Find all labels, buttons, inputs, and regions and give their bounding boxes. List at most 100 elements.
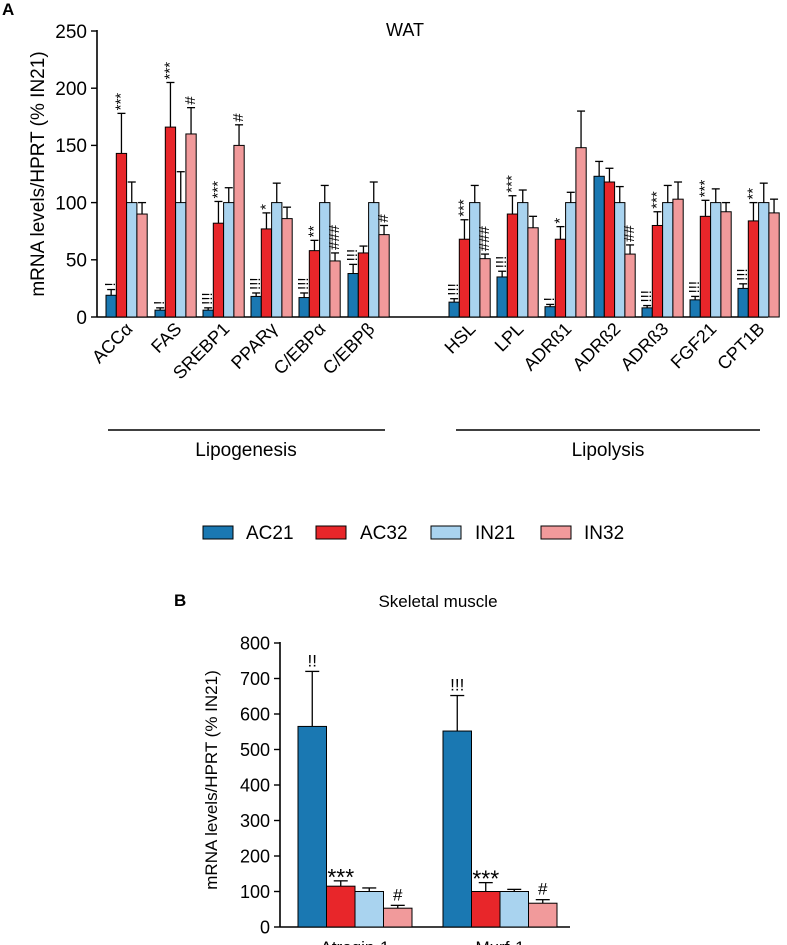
- panel-a-significance-fas-ac21: !: [151, 301, 168, 305]
- panel-b-significance-murf-1-ac32: ***: [472, 866, 499, 892]
- panel-a-significance-c-ebp-ac21: !!!: [295, 277, 312, 290]
- panel-a-bar-fgf21-in21: [710, 202, 722, 318]
- panel-a-significance-fas-in32: #: [182, 96, 199, 105]
- panel-a-significance-srebp1-ac21: !!!: [199, 292, 216, 305]
- panel-a-category-label: CPT1B: [713, 319, 768, 374]
- legend-swatch-ac21: [202, 525, 234, 540]
- panel-a-significance-acc-ac21: !: [102, 282, 119, 286]
- panel-a-bar-lpl-ac32: [506, 213, 519, 318]
- panel-a-ytick-label: 0: [76, 308, 87, 329]
- panel-b-bar-murf-1-ac21: [442, 730, 472, 928]
- panel-a-significance-adr-1-ac21: !: [541, 297, 558, 301]
- panel-a-significance-adr-2-in32: ##: [621, 225, 638, 242]
- panel-a-bar-cpt1b-in32: [768, 212, 780, 318]
- panel-a-significance-srebp1-in32: #: [230, 113, 247, 122]
- panel-a-bar-acc-in21: [126, 202, 138, 318]
- legend-swatch-in32: [540, 525, 572, 540]
- panel-a-bar-fas-in21: [175, 202, 187, 318]
- panel-b-title: Skeletal muscle: [378, 592, 497, 611]
- panel-a-bar-adr-2-in32: [624, 253, 636, 318]
- panel-a-category-label: ACCα: [88, 319, 136, 367]
- panel-a-ytick-label: 100: [55, 193, 87, 214]
- panel-b-significance-atrogin-1-ac32: ***: [327, 864, 354, 890]
- panel-a-ytick-label: 250: [55, 22, 87, 43]
- panel-a-category-label: HSL: [441, 319, 480, 358]
- panel-b-plot: 0 100 200 300 400 500 600 700 800!! *** # Atrogin-1…: [240, 633, 570, 945]
- panel-a-significance-adr-1-ac32: *: [551, 218, 568, 224]
- panel-a-bar-ppar-ac32: [260, 228, 273, 318]
- legend-swatch-in21: [430, 525, 462, 540]
- panel-b-ytick-label: 200: [240, 846, 270, 866]
- panel-a-bar-adr-3-ac21: [641, 307, 653, 318]
- panel-b-bar-atrogin-1-in21: [354, 891, 384, 928]
- panel-b-letter: B: [174, 591, 186, 610]
- lipolysis-label: Lipolysis: [572, 440, 645, 461]
- panel-a-bar-adr-3-ac32: [651, 224, 664, 318]
- panel-a-bar-adr-2-in21: [614, 202, 626, 318]
- panel-a-significance-lpl-ac21: !!!: [493, 256, 510, 269]
- panel-a-category-label: ADRß3: [617, 319, 673, 375]
- panel-a-significance-hsl-ac32: ***: [455, 199, 472, 217]
- panel-a-ylabel: mRNA levels/HPRT (% IN21): [28, 51, 49, 296]
- panel-a-bar-srebp1-ac32: [212, 222, 225, 318]
- panel-b-bar-atrogin-1-ac21: [297, 725, 327, 928]
- panel-b-ytick-label: 100: [240, 882, 270, 902]
- panel-a-bar-c-ebp-ac21: [347, 273, 359, 318]
- panel-b-ytick-label: 400: [240, 775, 270, 795]
- panel-a-category-label: ADRß2: [569, 319, 625, 375]
- panel-a-significance-fas-ac32: ***: [161, 62, 178, 80]
- legend-label-ac32: AC32: [360, 523, 408, 544]
- panel-a-bar-acc-in32: [136, 213, 148, 318]
- legend-label-in32: IN32: [584, 523, 624, 544]
- panel-a-bar-adr-2-ac32: [603, 181, 616, 318]
- panel-a-bar-fas-ac32: [164, 126, 177, 318]
- panel-a-bar-c-ebp-ac32: [357, 252, 370, 318]
- legend: AC21 AC32 IN21 IN32: [202, 523, 624, 544]
- panel-a-title: WAT: [386, 20, 424, 40]
- panel-a-significance-acc-ac32: ***: [112, 93, 129, 111]
- panel-a-significance-hsl-ac21: !!!: [445, 283, 462, 296]
- panel-a-significance-fgf21-ac21: !!!: [686, 281, 703, 294]
- panel-a-significance-adr-3-ac21: !!!: [638, 290, 655, 303]
- legend-swatch-ac32: [315, 525, 347, 540]
- panel-a-significance-fgf21-ac32: ***: [696, 180, 713, 198]
- panel-a-bar-lpl-ac21: [496, 276, 508, 318]
- lipogenesis-label: Lipogenesis: [195, 440, 296, 461]
- legend-label-in21: IN21: [475, 523, 515, 544]
- panel-b-ytick-label: 0: [260, 917, 270, 937]
- panel-a-bar-cpt1b-in21: [758, 202, 770, 318]
- panel-a-bar-c-ebp-in32: [329, 260, 341, 318]
- panel-a-bar-c-ebp-ac32: [308, 250, 321, 318]
- panel-a-bar-c-ebp-ac21: [298, 297, 310, 318]
- panel-a-bar-adr-1-in21: [565, 202, 577, 318]
- panel-a-significance-c-ebp-ac32: **: [305, 226, 322, 238]
- panel-a-category-label: LPL: [491, 319, 528, 356]
- panel-a-significance-hsl-in32: ###: [476, 225, 493, 251]
- panel-a-significance-lpl-ac32: ***: [503, 175, 520, 193]
- panel-b-significance-atrogin-1-ac21: !!: [308, 651, 317, 670]
- panel-a-plot: 050100150200250!***ACCα!***#FAS!!!***#SR…: [55, 22, 780, 383]
- panel-a-significance-ppar-ac21: !!!: [247, 277, 264, 290]
- panel-a-bar-adr-3-in21: [662, 202, 674, 318]
- panel-a-significance-cpt1b-ac21: !!!: [734, 268, 751, 281]
- panel-a-significance-c-ebp-ac21: !!!: [344, 249, 361, 262]
- panel-a-bar-hsl-in21: [469, 202, 481, 318]
- panel-a-bar-acc-ac32: [115, 152, 128, 318]
- panel-a-bar-srebp1-in21: [223, 202, 235, 318]
- panel-a-ytick-label: 150: [55, 136, 87, 157]
- panel-a-bar-fas-ac21: [154, 309, 166, 318]
- panel-a-category-label: FAS: [147, 319, 185, 357]
- panel-b-significance-murf-1-ac21: !!!: [450, 676, 464, 695]
- panel-a-ytick-label: 200: [55, 79, 87, 100]
- panel-a-bar-fgf21-in32: [720, 211, 732, 318]
- panel-b-bar-murf-1-in21: [499, 891, 529, 928]
- panel-a-bar-fgf21-ac32: [699, 215, 712, 318]
- panel-a-bar-lpl-in32: [527, 227, 539, 318]
- panel-a-bar-adr-2-ac21: [593, 175, 605, 318]
- panel-a-significance-c-ebp-in32: ###: [326, 224, 343, 250]
- panel-b-category-label: Murf-1: [475, 938, 524, 945]
- panel-b-category-label: Atrogin-1: [321, 938, 390, 945]
- panel-a-bar-adr-3-in32: [672, 198, 684, 318]
- panel-a-bar-hsl-ac21: [448, 301, 460, 318]
- legend-label-ac21: AC21: [246, 523, 294, 544]
